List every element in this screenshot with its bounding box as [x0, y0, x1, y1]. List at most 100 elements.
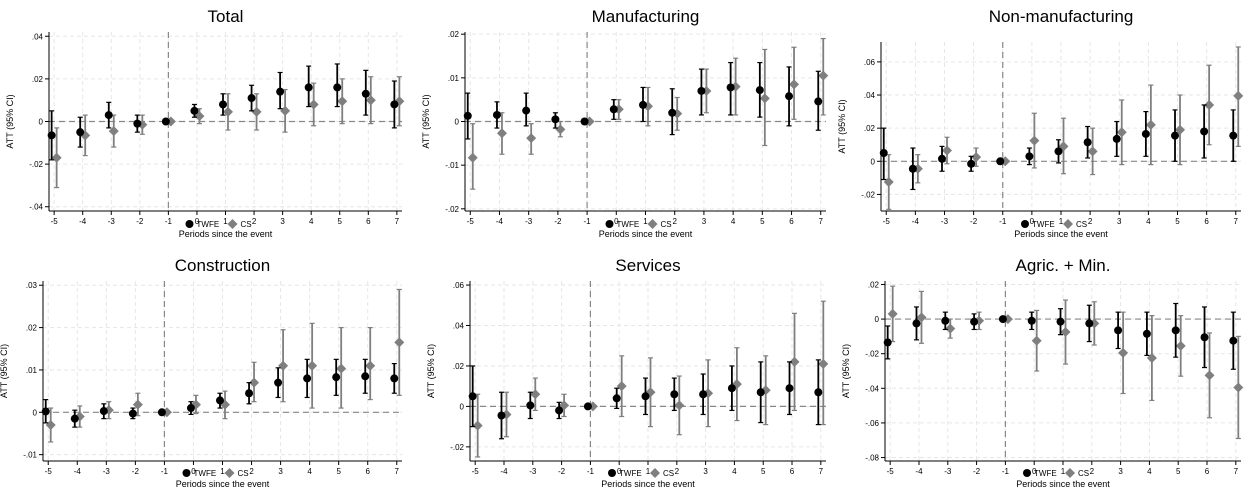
x-tick-label: 4 — [1146, 217, 1151, 226]
x-tick-label: 7 — [1234, 467, 1239, 476]
point-cs — [278, 360, 289, 371]
legend-twfe-marker — [182, 469, 191, 477]
point-twfe — [1200, 127, 1209, 136]
point-twfe — [128, 409, 137, 418]
point-twfe — [333, 83, 342, 92]
y-tick-label: .01 — [448, 74, 460, 83]
point-twfe — [668, 108, 677, 117]
point-cs — [45, 420, 56, 430]
legend-twfe-marker — [608, 469, 616, 477]
legend-twfe-marker — [605, 220, 614, 228]
legend: TWFE CS — [1023, 468, 1089, 478]
point-cs — [971, 152, 982, 163]
y-tick-label: .02 — [453, 362, 465, 371]
point-twfe — [133, 119, 142, 128]
series-cs — [472, 300, 829, 458]
legend-cs-label: CS — [1078, 469, 1089, 478]
panel-6: Agric. + Min. -.08 -.06 -.04 -.02 0 .02 -5 -4 -3 -… — [841, 256, 1244, 488]
x-tick-label: 3 — [1117, 217, 1122, 226]
x-tick-label: 7 — [1234, 217, 1239, 226]
point-cs — [616, 381, 627, 392]
point-cs — [555, 124, 566, 135]
y-tick-label: 0 — [875, 315, 880, 324]
x-tick-label: -5 — [467, 217, 475, 226]
y-tick-label: .06 — [864, 58, 876, 67]
x-axis-title: Periods since the event — [601, 479, 695, 488]
point-twfe — [332, 373, 341, 382]
series-twfe — [463, 61, 823, 140]
x-tick-label: -5 — [883, 217, 891, 226]
point-twfe — [996, 157, 1005, 166]
y-tick-label: .04 — [453, 321, 465, 330]
point-twfe — [555, 406, 564, 415]
x-tick-label: -3 — [529, 467, 537, 476]
point-twfe — [699, 390, 708, 399]
x-tick-label: -2 — [136, 217, 144, 226]
point-twfe — [216, 396, 224, 405]
point-twfe — [497, 411, 506, 420]
x-tick-label: 1 — [220, 467, 225, 476]
x-tick-label: 0 — [617, 467, 622, 476]
x-tick-label: -3 — [944, 467, 952, 476]
point-twfe — [879, 149, 888, 158]
y-tick-label: .04 — [32, 32, 44, 41]
x-tick-label: 3 — [278, 467, 283, 476]
x-tick-label: 2 — [252, 217, 257, 226]
y-tick-label: -.04 — [29, 203, 43, 212]
y-axis-title: ATT (95% CI) — [0, 344, 9, 398]
y-axis-title: ATT (95% CI) — [421, 94, 431, 148]
y-tick-label: 0 — [871, 157, 876, 166]
x-tick-label: 6 — [789, 217, 794, 226]
point-cs — [467, 152, 478, 163]
panel-title: Services — [615, 256, 680, 275]
point-cs — [530, 389, 541, 400]
point-cs — [818, 358, 829, 369]
legend-twfe-marker — [185, 220, 194, 228]
legend-cs-marker — [1063, 219, 1073, 229]
legend: TWFE CS — [1021, 219, 1087, 229]
y-tick-label: 0 — [33, 408, 38, 417]
point-twfe — [697, 86, 706, 95]
legend-twfe-label: TWFE — [194, 469, 217, 478]
x-tick-label: 6 — [366, 217, 371, 226]
point-cs — [789, 79, 800, 90]
point-twfe — [522, 106, 531, 115]
x-tick-label: -4 — [496, 217, 504, 226]
x-axis-title: Periods since the event — [176, 479, 270, 488]
x-tick-label: 0 — [1030, 217, 1035, 226]
point-cs — [887, 308, 898, 319]
x-axis-title: Periods since the event — [1016, 479, 1110, 488]
series-cs — [887, 285, 1244, 440]
x-tick-label: 6 — [790, 467, 795, 476]
point-twfe — [1054, 147, 1063, 156]
y-tick-label: .02 — [32, 75, 44, 84]
point-cs — [251, 106, 262, 117]
x-tick-label: 4 — [732, 467, 737, 476]
point-cs — [1087, 146, 1098, 157]
legend-cs-label: CS — [238, 469, 249, 478]
legend: TWFE CS — [608, 468, 674, 478]
series-twfe — [468, 359, 823, 440]
point-cs — [1204, 99, 1215, 110]
x-tick-label: 2 — [1090, 467, 1095, 476]
point-cs — [674, 400, 685, 411]
x-tick-label: 5 — [338, 217, 343, 226]
point-twfe — [468, 392, 477, 401]
point-cs — [1175, 340, 1186, 351]
point-twfe — [99, 407, 108, 416]
x-axis-title: Periods since the event — [179, 229, 273, 239]
x-tick-label: -2 — [970, 217, 978, 226]
legend-cs-marker — [650, 468, 660, 478]
point-twfe — [970, 317, 979, 326]
point-twfe — [219, 100, 227, 109]
point-twfe — [304, 83, 313, 92]
point-twfe — [967, 159, 976, 168]
y-tick-label: -.08 — [865, 454, 879, 463]
point-cs — [1145, 119, 1156, 130]
point-twfe — [612, 394, 621, 403]
legend-cs-label: CS — [1076, 220, 1087, 229]
x-tick-label: -2 — [554, 217, 562, 226]
x-tick-label: 0 — [1032, 467, 1037, 476]
x-tick-label: 6 — [365, 467, 370, 476]
point-twfe — [814, 97, 823, 106]
